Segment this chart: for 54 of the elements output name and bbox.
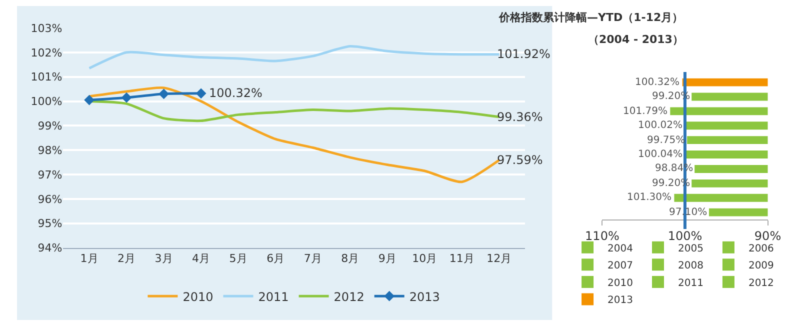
data-label: 101.30%: [627, 192, 672, 203]
legend-label: 2005: [678, 243, 704, 254]
y-tick-label: 102%: [30, 46, 62, 60]
y-tick-label: 94%: [38, 242, 62, 255]
legend-label: 2009: [748, 260, 774, 272]
point: [158, 88, 169, 100]
x-tick-label: 1月: [80, 252, 98, 265]
y-tick-label: 96%: [38, 192, 62, 206]
data-label: 100.32%: [635, 77, 680, 88]
legend-label: 2010: [608, 278, 634, 289]
point: [84, 94, 94, 106]
x-tick-label: 90%: [754, 228, 782, 243]
y-tick-label: 97%: [38, 168, 62, 182]
legend-label: 2011: [678, 278, 704, 289]
legend-label: 2012: [748, 278, 774, 289]
legend-label: 2006: [748, 243, 774, 254]
y-tick-label: 103%: [30, 22, 62, 35]
data-label: 101.79%: [623, 106, 668, 117]
x-tick-label: 8月: [341, 252, 360, 265]
data-label: 97.59%: [497, 153, 543, 167]
x-tick-label: 7月: [304, 252, 322, 265]
chart-title: 价格指数累计降幅—YTD（1-12月）: [498, 11, 684, 24]
legend-label: 2010: [182, 290, 214, 304]
y-tick-label: 98%: [38, 144, 62, 157]
legend-label: 2007: [608, 260, 634, 272]
data-label: 100.32%: [209, 86, 262, 100]
data-label: 100.02%: [638, 120, 682, 131]
data-label: 101.92%: [497, 47, 550, 61]
x-tick-label: 5月: [229, 252, 248, 265]
y-tick-label: 99%: [38, 120, 62, 133]
x-tick-label: 100%: [668, 228, 702, 243]
x-tick-label: 12月: [486, 252, 512, 265]
y-tick-label: 101%: [30, 70, 62, 84]
point: [121, 92, 132, 103]
legend-label: 2011: [258, 290, 289, 304]
data-label: 99.36%: [497, 110, 543, 124]
data-label: 100.04%: [638, 149, 682, 160]
point: [196, 88, 206, 99]
y-tick-label: 95%: [38, 217, 62, 230]
legend-label: 2013: [409, 290, 440, 304]
chart-subtitle: （2004 - 2013）: [588, 33, 684, 46]
x-tick-label: 3月: [154, 252, 173, 265]
y-tick-label: 100%: [30, 95, 62, 108]
x-tick-label: 11月: [449, 252, 474, 265]
legend-label: 2008: [678, 260, 704, 272]
x-tick-label: 9月: [378, 252, 396, 265]
x-tick-label: 10月: [412, 252, 438, 265]
x-tick-label: 2月: [118, 252, 136, 265]
legend-label: 2004: [608, 243, 634, 254]
legend-label: 2013: [608, 295, 634, 306]
legend-label: 2012: [334, 290, 364, 304]
x-tick-label: 6月: [266, 252, 285, 265]
x-tick-label: 110%: [585, 228, 620, 243]
x-tick-label: 4月: [192, 252, 210, 265]
